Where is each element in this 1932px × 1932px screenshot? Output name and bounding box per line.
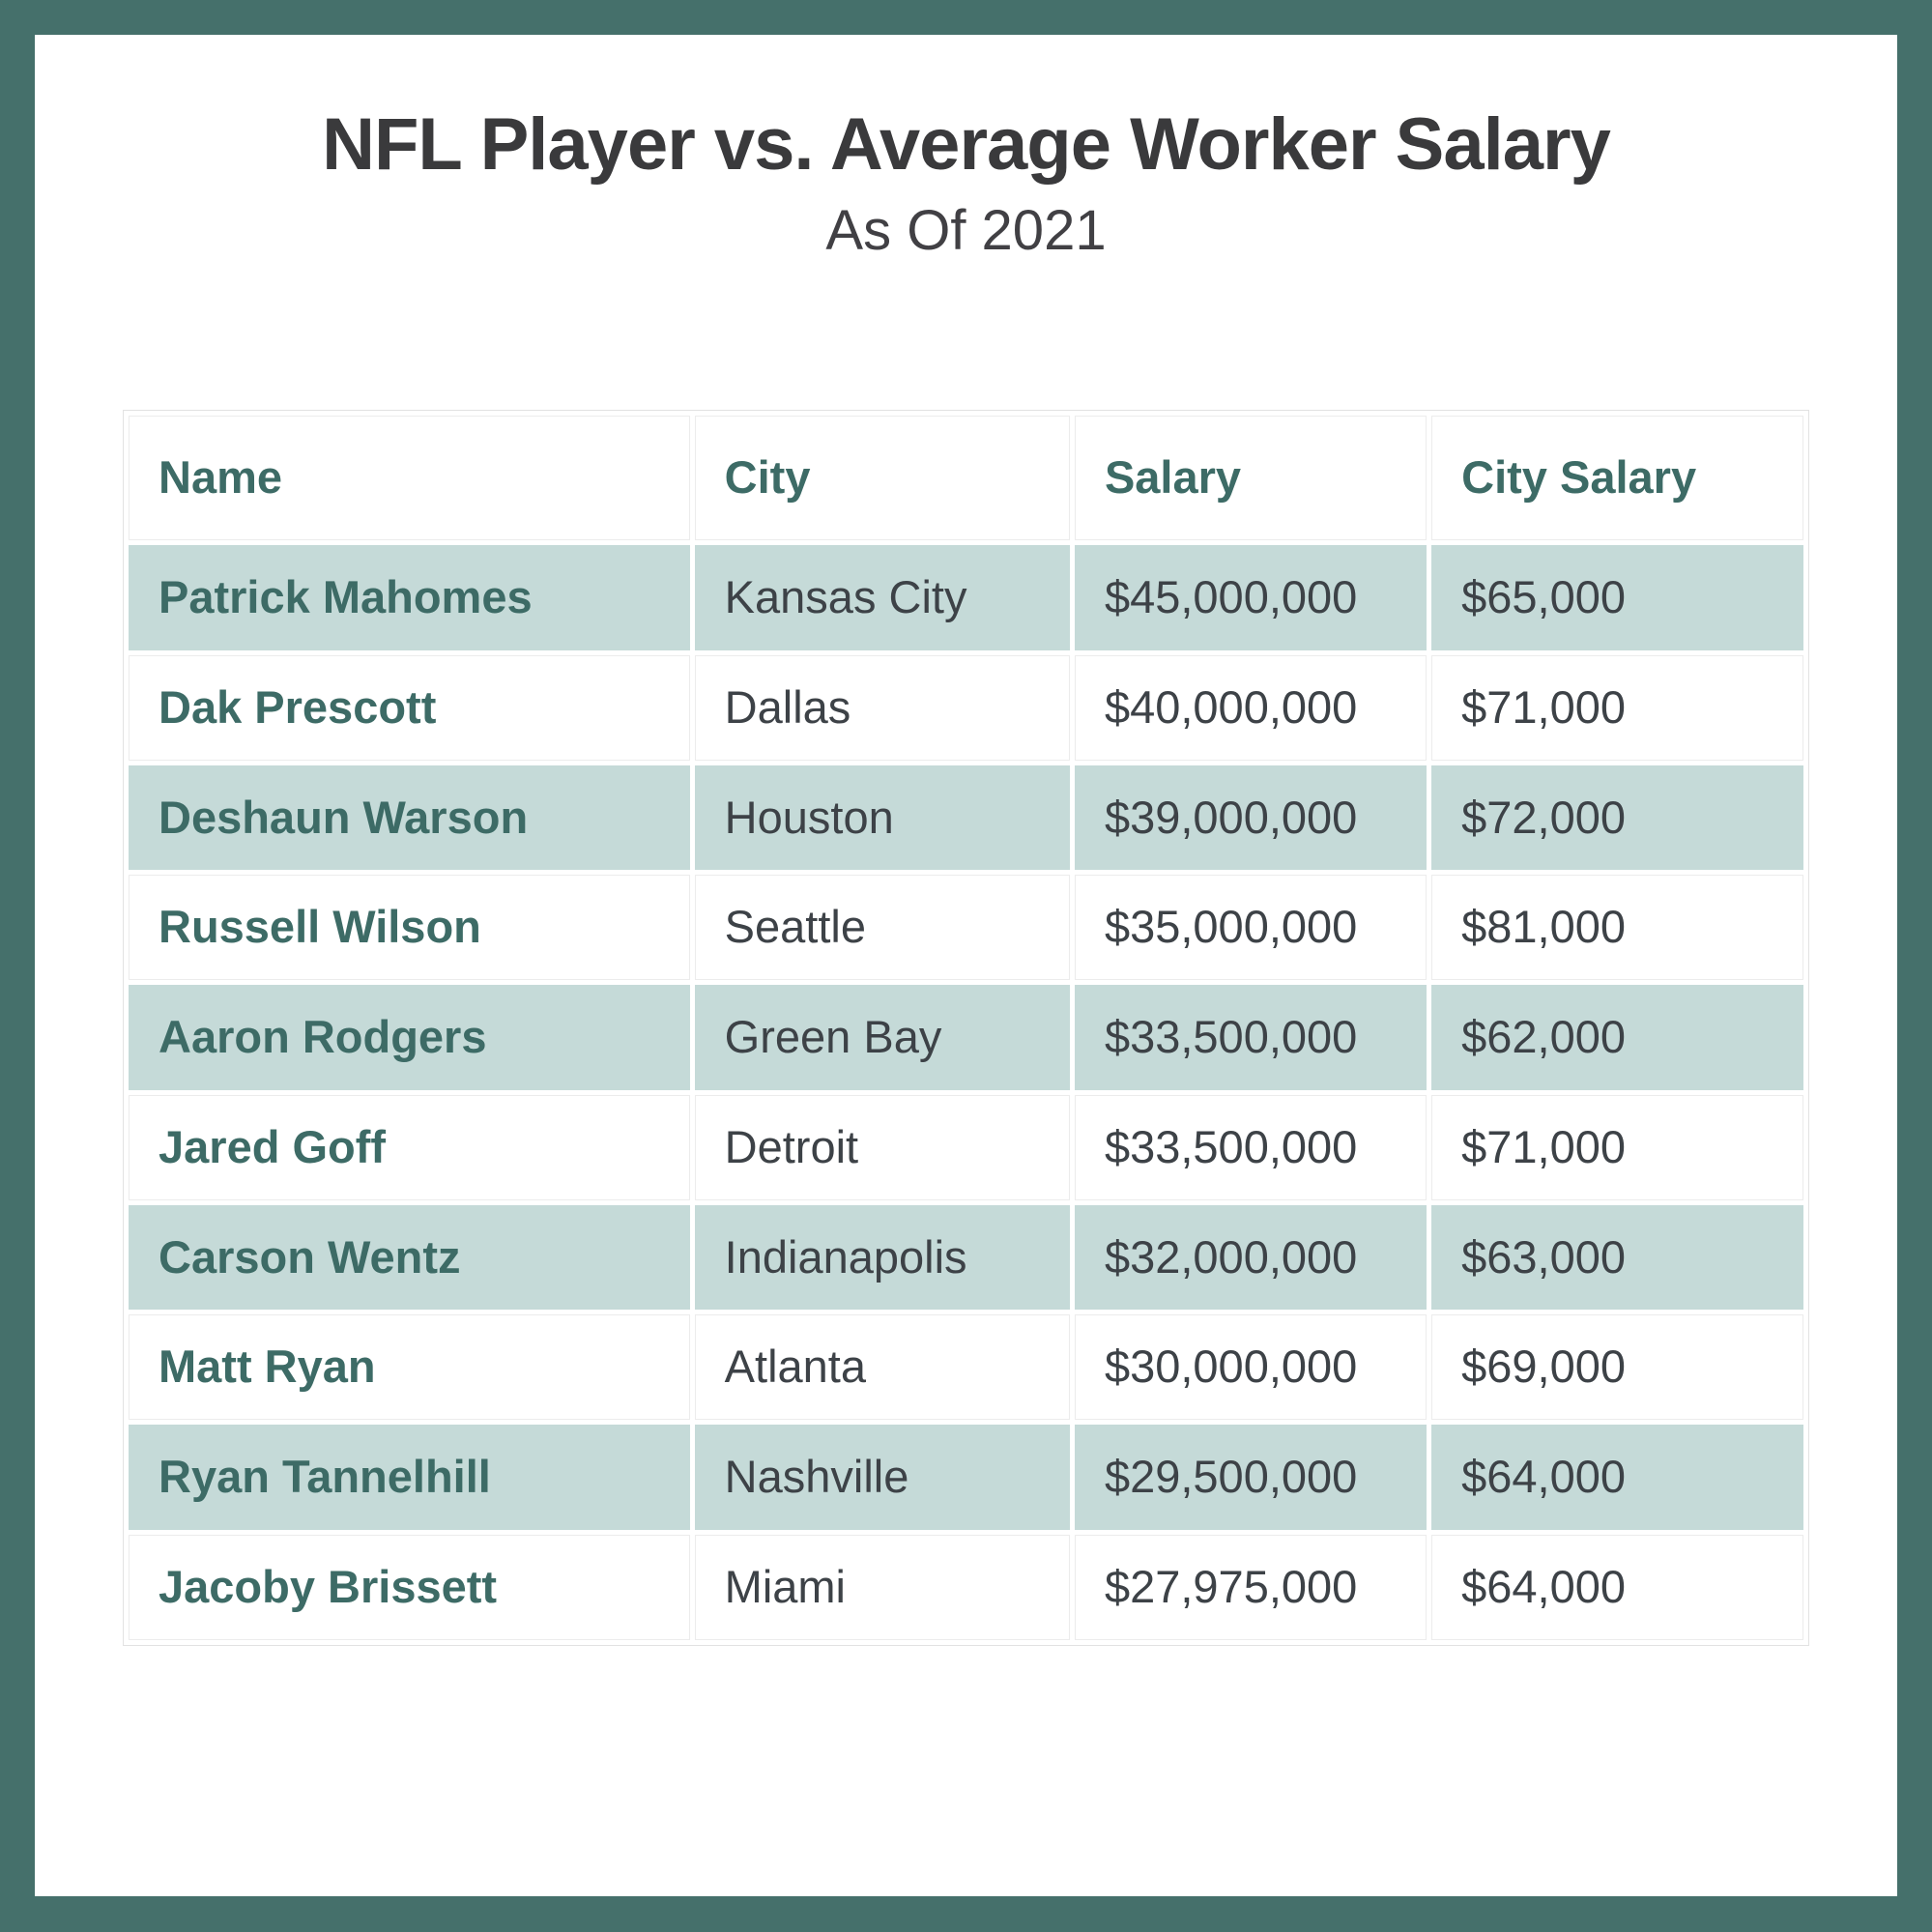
city-salary-cell: $71,000 xyxy=(1431,1094,1803,1200)
column-header-city: City xyxy=(694,416,1070,541)
title-block: NFL Player vs. Average Worker Salary As … xyxy=(35,104,1897,263)
city-salary-cell: $62,000 xyxy=(1431,985,1803,1090)
table-row: Matt Ryan Atlanta $30,000,000 $69,000 xyxy=(129,1314,1803,1421)
city-salary-cell: $64,000 xyxy=(1431,1425,1803,1530)
page-subtitle: As Of 2021 xyxy=(825,198,1107,262)
salary-cell: $39,000,000 xyxy=(1074,764,1427,871)
city-cell: Detroit xyxy=(694,1094,1070,1200)
city-cell: Green Bay xyxy=(694,985,1070,1090)
table-row: Jared Goff Detroit $33,500,000 $71,000 xyxy=(129,1094,1803,1200)
city-cell: Indianapolis xyxy=(694,1204,1070,1311)
table-row: Jacoby Brissett Miami $27,975,000 $64,00… xyxy=(129,1534,1803,1640)
city-cell: Nashville xyxy=(694,1425,1070,1530)
player-name-cell: Dak Prescott xyxy=(129,654,690,761)
city-salary-cell: $65,000 xyxy=(1431,545,1803,650)
salary-table: Name City Salary City Salary Patrick Mah… xyxy=(123,410,1809,1646)
salary-cell: $30,000,000 xyxy=(1074,1314,1427,1421)
city-salary-cell: $64,000 xyxy=(1431,1534,1803,1640)
table-row: Aaron Rodgers Green Bay $33,500,000 $62,… xyxy=(129,985,1803,1090)
salary-cell: $32,000,000 xyxy=(1074,1204,1427,1311)
salary-cell: $35,000,000 xyxy=(1074,875,1427,981)
salary-cell: $40,000,000 xyxy=(1074,654,1427,761)
salary-cell: $27,975,000 xyxy=(1074,1534,1427,1640)
city-cell: Miami xyxy=(694,1534,1070,1640)
table-row: Patrick Mahomes Kansas City $45,000,000 … xyxy=(129,545,1803,650)
table-row: Carson Wentz Indianapolis $32,000,000 $6… xyxy=(129,1204,1803,1311)
player-name-cell: Ryan Tannelhill xyxy=(129,1425,690,1530)
player-name-cell: Jacoby Brissett xyxy=(129,1534,690,1640)
player-name-cell: Jared Goff xyxy=(129,1094,690,1200)
city-salary-cell: $63,000 xyxy=(1431,1204,1803,1311)
salary-cell: $33,500,000 xyxy=(1074,985,1427,1090)
city-cell: Atlanta xyxy=(694,1314,1070,1421)
table-row: Russell Wilson Seattle $35,000,000 $81,0… xyxy=(129,875,1803,981)
city-salary-cell: $69,000 xyxy=(1431,1314,1803,1421)
page-title: NFL Player vs. Average Worker Salary xyxy=(322,103,1611,186)
city-salary-cell: $72,000 xyxy=(1431,764,1803,871)
column-header-name: Name xyxy=(129,416,690,541)
column-header-city-salary: City Salary xyxy=(1431,416,1803,541)
city-cell: Kansas City xyxy=(694,545,1070,650)
city-cell: Seattle xyxy=(694,875,1070,981)
column-header-salary: Salary xyxy=(1074,416,1427,541)
player-name-cell: Deshaun Warson xyxy=(129,764,690,871)
city-cell: Dallas xyxy=(694,654,1070,761)
city-salary-cell: $71,000 xyxy=(1431,654,1803,761)
table-row: Ryan Tannelhill Nashville $29,500,000 $6… xyxy=(129,1425,1803,1530)
salary-cell: $29,500,000 xyxy=(1074,1425,1427,1530)
table-row: Dak Prescott Dallas $40,000,000 $71,000 xyxy=(129,654,1803,761)
table-row: Deshaun Warson Houston $39,000,000 $72,0… xyxy=(129,764,1803,871)
content-card: NFL Player vs. Average Worker Salary As … xyxy=(35,35,1897,1896)
player-name-cell: Russell Wilson xyxy=(129,875,690,981)
player-name-cell: Patrick Mahomes xyxy=(129,545,690,650)
salary-cell: $45,000,000 xyxy=(1074,545,1427,650)
player-name-cell: Aaron Rodgers xyxy=(129,985,690,1090)
salary-cell: $33,500,000 xyxy=(1074,1094,1427,1200)
player-name-cell: Carson Wentz xyxy=(129,1204,690,1311)
city-cell: Houston xyxy=(694,764,1070,871)
table-header-row: Name City Salary City Salary xyxy=(129,416,1803,541)
city-salary-cell: $81,000 xyxy=(1431,875,1803,981)
player-name-cell: Matt Ryan xyxy=(129,1314,690,1421)
